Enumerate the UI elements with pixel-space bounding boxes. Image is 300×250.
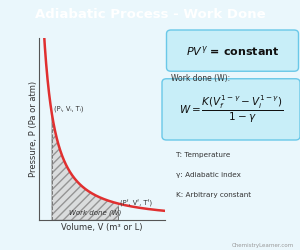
- Text: $W = \dfrac{K(V_f^{1-\gamma} - V_i^{1-\gamma})}{1 - \gamma}$: $W = \dfrac{K(V_f^{1-\gamma} - V_i^{1-\g…: [179, 94, 283, 125]
- Text: γ: Adiabatic index: γ: Adiabatic index: [176, 172, 240, 178]
- Text: (Pᵢ, Vᵢ, Tᵢ): (Pᵢ, Vᵢ, Tᵢ): [54, 105, 84, 112]
- Text: T: Temperature: T: Temperature: [176, 152, 230, 158]
- Y-axis label: Pressure, P (Pa or atm): Pressure, P (Pa or atm): [28, 81, 38, 177]
- Text: Work done (W): Work done (W): [70, 209, 122, 216]
- Text: ChemistryLearner.com: ChemistryLearner.com: [232, 242, 294, 248]
- Text: $PV^{\gamma}$ = constant: $PV^{\gamma}$ = constant: [186, 44, 279, 58]
- Text: Work done (W):: Work done (W):: [171, 74, 230, 83]
- Text: (Pᶠ, Vᶠ, Tᶠ): (Pᶠ, Vᶠ, Tᶠ): [120, 199, 152, 206]
- X-axis label: Volume, V (m³ or L): Volume, V (m³ or L): [61, 223, 143, 232]
- Text: K: Arbitrary constant: K: Arbitrary constant: [176, 192, 250, 198]
- Text: Adiabatic Process - Work Done: Adiabatic Process - Work Done: [35, 8, 265, 22]
